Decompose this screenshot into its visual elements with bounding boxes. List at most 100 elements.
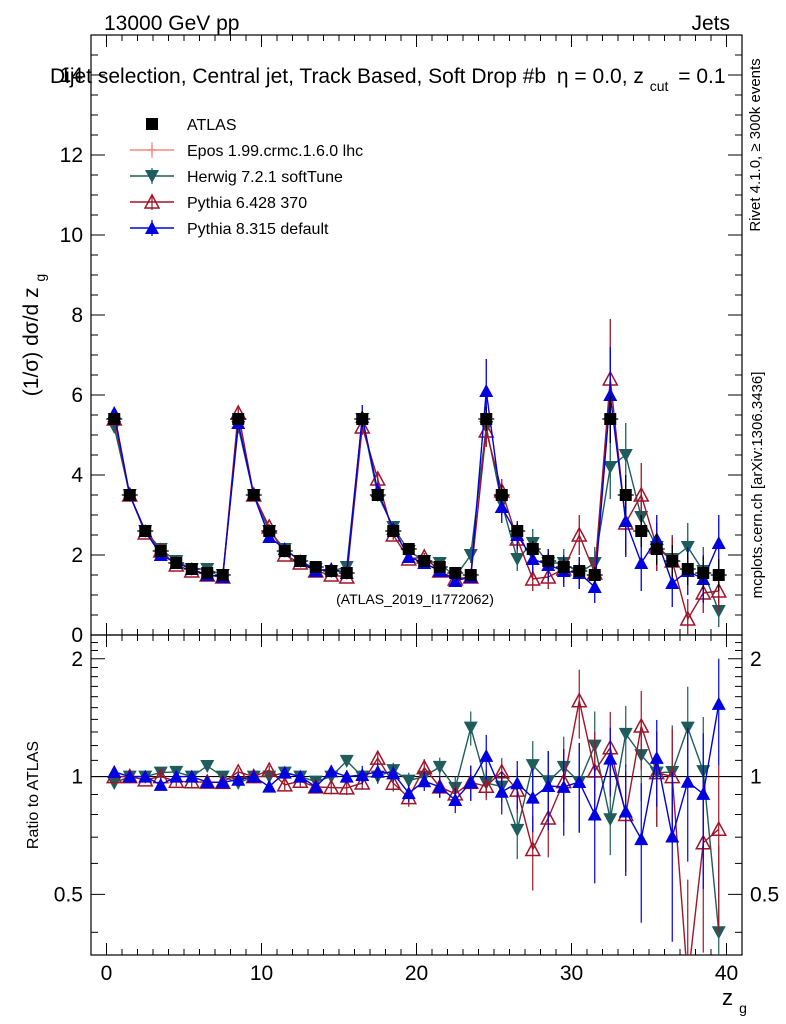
- data-point: [632, 486, 650, 502]
- ratio-point: [260, 761, 278, 777]
- data-point: [201, 567, 214, 579]
- watermark: (ATLAS_2019_I1772062): [336, 591, 494, 607]
- ratio-point: [355, 767, 370, 781]
- data-point: [480, 413, 493, 425]
- legend-label: Epos 1.99.crmc.1.6.0 lhc: [187, 143, 363, 160]
- data-point: [154, 545, 167, 557]
- ratio-point: [153, 777, 168, 791]
- data-point: [604, 413, 617, 425]
- ratio-point: [510, 776, 525, 790]
- ratio-point: [525, 759, 540, 773]
- data-point: [679, 610, 697, 626]
- ratio-point: [339, 769, 354, 783]
- data-point: [524, 570, 542, 586]
- y-tick-label: 10: [60, 224, 83, 247]
- data-point: [573, 565, 586, 577]
- ratio-point: [384, 774, 402, 790]
- data-point: [711, 605, 726, 618]
- data-point: [494, 500, 509, 513]
- data-point: [557, 561, 570, 573]
- ratio-point: [524, 840, 542, 857]
- data-point: [263, 525, 276, 537]
- ratio-point: [603, 813, 618, 827]
- ratio-point: [353, 774, 371, 790]
- ratio-point: [696, 786, 711, 800]
- ratio-point: [432, 779, 447, 793]
- legend-marker: [145, 170, 159, 183]
- ratio-point: [463, 775, 478, 789]
- ratio-ylabel: Ratio to ATLAS: [25, 741, 42, 849]
- legend-marker: [146, 118, 158, 130]
- ratio-tick-label: 1: [750, 766, 762, 789]
- data-point: [710, 582, 728, 598]
- side-label-top-group: Rivet 4.1.0, ≥ 300k events: [747, 58, 764, 231]
- y-tick-label: 2: [71, 544, 83, 567]
- data-point: [402, 543, 415, 555]
- data-point: [340, 567, 353, 579]
- data-point: [463, 549, 478, 562]
- data-point: [232, 413, 245, 425]
- data-point: [356, 413, 369, 425]
- ratio-point: [276, 776, 294, 792]
- ratio-point: [541, 779, 556, 793]
- ratio-point: [169, 769, 184, 783]
- ratio-y-axis-label: Ratio to ATLAS: [25, 741, 42, 849]
- ratio-point: [107, 764, 122, 778]
- data-point: [697, 567, 710, 579]
- x-tick-label: 40: [715, 962, 738, 985]
- ratio-point: [417, 774, 432, 788]
- data-point: [387, 525, 400, 537]
- data-point: [108, 413, 121, 425]
- ratio-point: [200, 759, 215, 773]
- main-plot: [105, 319, 728, 635]
- ratio-point: [401, 774, 416, 788]
- data-point: [681, 563, 694, 575]
- ratio-tick-label: 2: [750, 648, 762, 671]
- ratio-point: [649, 750, 664, 764]
- ratio-line: [114, 700, 720, 955]
- ratio-point: [618, 804, 633, 818]
- data-point: [650, 543, 663, 555]
- data-point: [371, 489, 384, 501]
- ratio-point: [494, 784, 509, 798]
- legend-marker: [147, 145, 157, 155]
- ratio-point: [432, 760, 447, 774]
- x-axis-label: z g: [722, 985, 747, 1016]
- title-sub: cut: [650, 78, 669, 94]
- ratio-point: [587, 807, 602, 821]
- legend-label: ATLAS: [187, 117, 237, 134]
- data-point: [618, 514, 633, 527]
- ratio-point: [681, 974, 695, 987]
- y-tick-label: 14: [60, 64, 84, 87]
- ratio-point: [632, 717, 650, 733]
- title-suffix: η = 0.0, z: [557, 65, 644, 88]
- y-axis-label: (1/σ) dσ/d z g: [20, 274, 48, 396]
- ratio-tick-label: 2: [71, 648, 83, 671]
- ratio-point: [603, 751, 618, 765]
- data-point: [618, 449, 633, 462]
- data-point: [325, 565, 338, 577]
- ratio-point: [463, 721, 478, 735]
- data-point: [448, 574, 463, 587]
- ratio-point: [386, 766, 401, 780]
- ratio-line: [113, 724, 720, 933]
- data-point: [511, 525, 524, 537]
- data-point: [666, 555, 679, 567]
- data-point: [309, 561, 322, 573]
- x-tick-label: 10: [250, 962, 273, 985]
- ratio-point: [618, 727, 633, 741]
- ratio-point: [184, 769, 199, 783]
- ratio-point: [401, 786, 416, 800]
- x-tick-label: 30: [560, 962, 583, 985]
- title-main: Dijet selection, Central jet, Track Base…: [50, 65, 546, 88]
- data-point: [712, 569, 725, 581]
- ratio-point: [200, 775, 215, 789]
- ratio-frame: [90, 634, 743, 956]
- series-line: [113, 418, 720, 612]
- ratio-point: [277, 765, 292, 779]
- ratio-point: [448, 793, 463, 807]
- ratio-tick-label: 1: [71, 766, 83, 789]
- data-point: [711, 536, 726, 549]
- ratio-point: [556, 779, 571, 793]
- data-point: [510, 553, 525, 566]
